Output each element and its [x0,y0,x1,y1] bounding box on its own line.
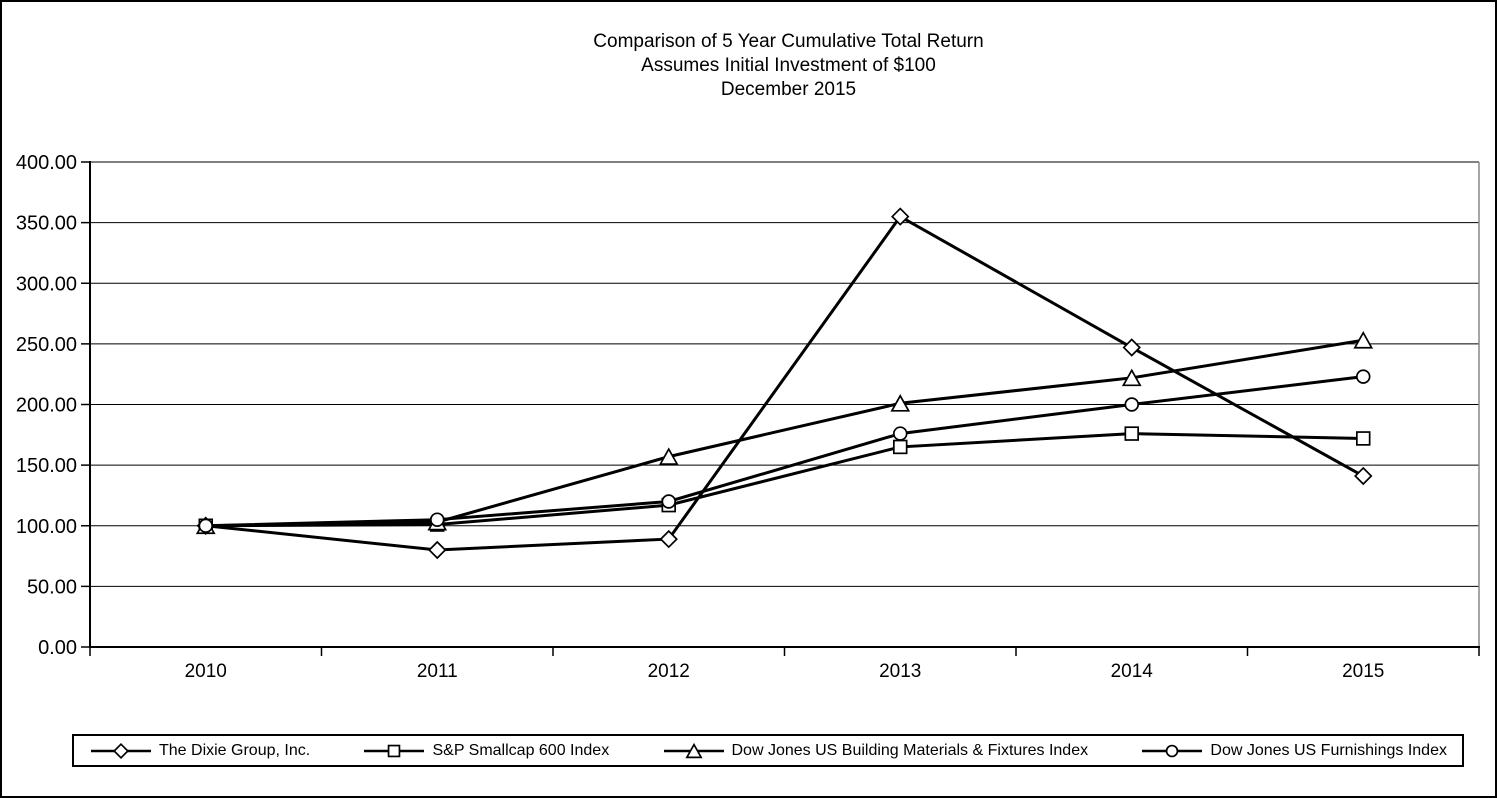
legend-item-dixie-group: The Dixie Group, Inc. [89,742,310,760]
diamond-marker [428,540,447,560]
legend-label: S&P Smallcap 600 Index [432,741,610,759]
circle-marker [1124,397,1139,412]
y-tick-label: 200.00 [16,395,77,417]
legend: The Dixie Group, Inc. S&P Smallcap 600 I… [72,734,1464,767]
series-line-square [205,432,1364,528]
diamond-marker [1354,466,1373,486]
triangle-marker [1121,368,1142,387]
diamond-marker [659,529,678,549]
diamond-marker [1122,338,1141,357]
triangle-marker [890,394,911,412]
y-tick-label: 100.00 [16,516,77,538]
legend-item-sp-smallcap-600: S&P Smallcap 600 Index [362,742,609,760]
triangle-marker [658,447,679,465]
legend-item-dj-furnishings: Dow Jones US Furnishings Index [1140,742,1447,760]
square-marker-icon [364,744,425,757]
legend-label: The Dixie Group, Inc. [159,741,311,759]
legend-label: Dow Jones US Building Materials & Fixtur… [731,741,1089,759]
square-marker [1124,426,1139,441]
y-tick-label: 50.00 [27,576,77,598]
diamond-marker [891,207,910,226]
legend-label: Dow Jones US Furnishings Index [1210,741,1447,759]
series-line-triangle [205,338,1364,528]
y-tick-label: 300.00 [16,273,77,295]
series-line-diamond [205,214,1364,552]
diamond-marker-icon [91,742,151,759]
y-tick-label: 0.00 [38,637,77,659]
chart-title-line1: Comparison of 5 Year Cumulative Total Re… [593,31,984,52]
chart-title: Comparison of 5 Year Cumulative Total Re… [2,30,1495,102]
triangle-marker [1353,330,1374,349]
triangle-marker-icon [663,742,724,758]
square-marker [1355,431,1371,446]
chart-title-line3: December 2015 [720,79,857,100]
chart-title-line2: Assumes Initial Investment of $100 [641,55,936,76]
series-line-circle [205,375,1364,528]
x-tick-label: 2013 [879,661,921,682]
triangle-marker [684,742,703,758]
diamond-marker [112,742,130,759]
circle-marker [198,518,214,533]
x-tick-label: 2014 [1111,661,1154,682]
y-tick-label: 400.00 [16,152,77,174]
x-tick-label: 2010 [185,661,227,682]
circle-marker [1355,369,1371,384]
circle-marker [430,512,445,527]
circle-marker [661,494,676,509]
legend-item-dj-building-materials: Dow Jones US Building Materials & Fixtur… [662,741,1089,760]
y-tick-label: 350.00 [16,213,77,235]
circle-marker-icon [1142,744,1203,757]
circle-marker [1166,744,1179,757]
square-marker [892,439,908,455]
x-tick-label: 2011 [417,661,458,682]
x-tick-label: 2012 [648,661,690,682]
square-marker [388,744,401,757]
circle-marker [892,426,908,441]
y-tick-label: 150.00 [16,455,77,477]
y-tick-label: 250.00 [16,334,77,356]
x-tick-label: 2015 [1342,661,1384,682]
